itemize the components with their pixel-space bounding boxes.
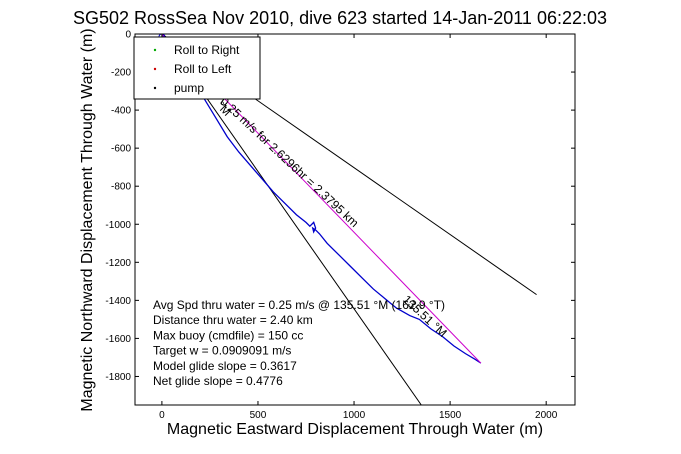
y-axis-label: Magnetic Northward Displacement Through … bbox=[79, 28, 96, 411]
legend-label: Roll to Right bbox=[174, 43, 240, 57]
x-tick-label: 0 bbox=[159, 410, 165, 421]
y-tick-label: -200 bbox=[111, 68, 131, 79]
x-tick-label: 2000 bbox=[535, 410, 558, 421]
stats-line: Avg Spd thru water = 0.25 m/s @ 135.51 °… bbox=[153, 298, 445, 312]
stats-line: Net glide slope = 0.4776 bbox=[153, 374, 283, 388]
y-tick-label: -1200 bbox=[105, 258, 131, 269]
plot-frame bbox=[134, 33, 576, 406]
y-tick-label: -1400 bbox=[105, 296, 131, 307]
chart-title: SG502 RossSea Nov 2010, dive 623 started… bbox=[73, 8, 607, 28]
stats-line: Distance thru water = 2.40 km bbox=[153, 313, 313, 327]
y-tick-label: -1000 bbox=[105, 220, 131, 231]
stats-line: Target w = 0.0909091 m/s bbox=[153, 344, 291, 358]
x-axis-ticks: 0 500 1000 1500 2000 bbox=[159, 34, 558, 421]
legend-label: Roll to Left bbox=[174, 62, 232, 76]
y-tick-label: 0 bbox=[125, 30, 131, 41]
y-axis-ticks: 0 -200 -400 -600 -800 -1000 -1200 -1400 -1600 -18… bbox=[105, 30, 575, 383]
legend: Roll to Right Roll to Left pump bbox=[133, 36, 261, 100]
legend-marker bbox=[153, 67, 157, 71]
legend-entries: Roll to Right Roll to Left pump bbox=[153, 43, 240, 95]
stats-line: Model glide slope = 0.3617 bbox=[153, 359, 297, 373]
y-tick-label: -800 bbox=[111, 182, 131, 193]
y-tick-label: -1800 bbox=[105, 372, 131, 383]
x-tick-label: 500 bbox=[250, 410, 267, 421]
y-tick-label: -1600 bbox=[105, 334, 131, 345]
dive-track-line bbox=[161, 34, 482, 364]
x-axis-label: Magnetic Eastward Displacement Through W… bbox=[167, 421, 543, 438]
y-tick-label: -400 bbox=[111, 106, 131, 117]
x-tick-label: 1000 bbox=[343, 410, 366, 421]
legend-marker bbox=[153, 48, 157, 52]
stats-textbox: Avg Spd thru water = 0.25 m/s @ 135.51 °… bbox=[153, 298, 445, 388]
legend-label: pump bbox=[174, 81, 204, 95]
legend-marker bbox=[153, 86, 157, 90]
x-tick-label: 1500 bbox=[439, 410, 462, 421]
line-annotation: 0.25 m/s for 2.6296hr = 2.3795 km bbox=[217, 94, 361, 230]
y-tick-label: -600 bbox=[111, 144, 131, 155]
stats-line: Max buoy (cmdfile) = 150 cc bbox=[153, 328, 303, 342]
